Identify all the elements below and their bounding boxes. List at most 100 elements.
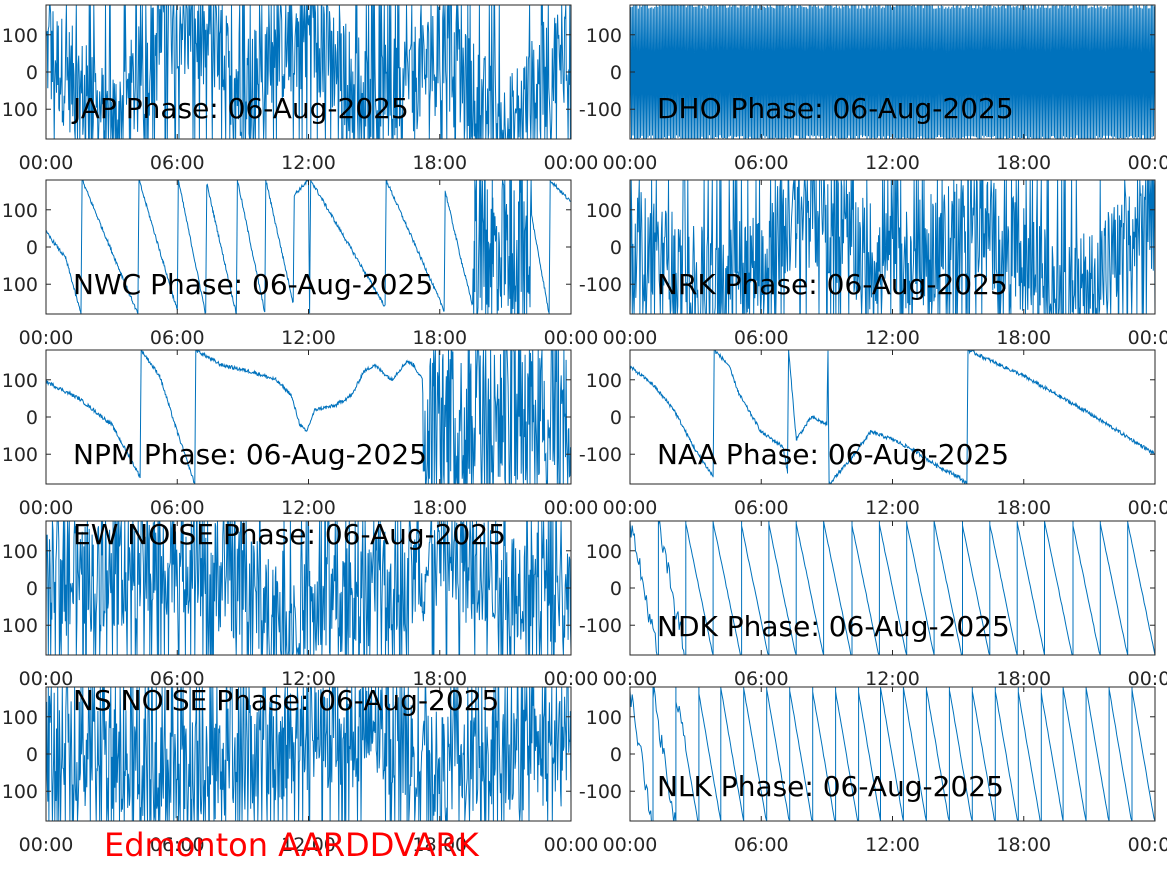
x-tick-label: 18:00 bbox=[996, 152, 1051, 174]
y-tick-label: 0 bbox=[26, 62, 38, 84]
x-tick-label: 00:00 bbox=[544, 152, 599, 174]
y-tick-label: 100 bbox=[2, 615, 38, 637]
x-tick-label: 12:00 bbox=[865, 668, 920, 690]
phase-series bbox=[630, 521, 1155, 655]
x-tick-label: 00:00 bbox=[603, 834, 658, 856]
x-tick-label: 00:00 bbox=[603, 668, 658, 690]
y-tick-label: 100 bbox=[2, 444, 38, 466]
phase-line bbox=[46, 350, 571, 484]
x-tick-label: 18:00 bbox=[412, 668, 467, 690]
x-tick-label: 00:00 bbox=[19, 497, 74, 519]
y-tick-label: -100 bbox=[579, 781, 622, 803]
phase-series bbox=[630, 5, 1155, 139]
y-tick-label: 100 bbox=[2, 274, 38, 296]
x-tick-label: 12:00 bbox=[281, 834, 336, 856]
panel-6: 100 0 100 00:00 06:00 12:00 18:00 00:00 EW NOISE… bbox=[2, 518, 599, 690]
panel-8: 100 0 100 00:00 06:00 12:00 18:00 00:00 NS NOISE… bbox=[2, 684, 599, 856]
panel-title: NDK Phase: 06-Aug-2025 bbox=[657, 610, 1010, 643]
x-tick-label: 06:00 bbox=[734, 668, 789, 690]
y-tick-label: 100 bbox=[586, 707, 622, 729]
x-tick-label: 00:00 bbox=[603, 327, 658, 349]
x-tick-label: 06:00 bbox=[150, 668, 205, 690]
phase-series bbox=[630, 180, 1155, 314]
x-tick-label: 18:00 bbox=[996, 327, 1051, 349]
x-tick-label: 00:00 bbox=[544, 327, 599, 349]
y-tick-label: 100 bbox=[586, 25, 622, 47]
x-tick-label: 00:00 bbox=[19, 668, 74, 690]
y-tick-label: 0 bbox=[26, 578, 38, 600]
panel-title: EW NOISE Phase: 06-Aug-2025 bbox=[73, 518, 506, 551]
panel-0: 100 0 100 00:00 06:00 12:00 18:00 00:00 JAP Phas… bbox=[2, 4, 599, 174]
y-tick-label: 100 bbox=[2, 541, 38, 563]
y-tick-label: 100 bbox=[586, 370, 622, 392]
y-tick-label: 100 bbox=[2, 781, 38, 803]
panel-title: NPM Phase: 06-Aug-2025 bbox=[73, 438, 427, 471]
phase-series bbox=[46, 687, 571, 821]
panel-title: NRK Phase: 06-Aug-2025 bbox=[657, 268, 1008, 301]
panel-title: NAA Phase: 06-Aug-2025 bbox=[657, 438, 1009, 471]
phase-line bbox=[630, 687, 1155, 821]
x-tick-label: 00:00 bbox=[603, 152, 658, 174]
panel-title: NS NOISE Phase: 06-Aug-2025 bbox=[73, 684, 499, 717]
x-tick-label: 00:00 bbox=[1128, 327, 1167, 349]
x-tick-label: 00:00 bbox=[544, 834, 599, 856]
x-tick-label: 18:00 bbox=[996, 668, 1051, 690]
panel-9: 100 0 -100 00:00 06:00 12:00 18:00 00:00 NLK Pha… bbox=[579, 686, 1167, 856]
y-tick-label: 0 bbox=[610, 237, 622, 259]
x-tick-label: 00:00 bbox=[1128, 834, 1167, 856]
x-tick-label: 00:00 bbox=[603, 497, 658, 519]
x-tick-label: 12:00 bbox=[865, 152, 920, 174]
y-tick-label: 0 bbox=[26, 744, 38, 766]
y-tick-label: 0 bbox=[610, 744, 622, 766]
y-tick-label: 0 bbox=[610, 62, 622, 84]
panel-title: JAP Phase: 06-Aug-2025 bbox=[71, 92, 409, 125]
y-tick-label: -100 bbox=[579, 274, 622, 296]
x-tick-label: 18:00 bbox=[996, 497, 1051, 519]
x-tick-label: 00:00 bbox=[19, 327, 74, 349]
phase-line bbox=[46, 687, 571, 821]
y-tick-label: -100 bbox=[579, 99, 622, 121]
x-tick-label: 00:00 bbox=[1128, 668, 1167, 690]
x-tick-label: 18:00 bbox=[412, 834, 467, 856]
x-tick-label: 00:00 bbox=[19, 834, 74, 856]
phase-line bbox=[630, 5, 1155, 139]
panel-title: DHO Phase: 06-Aug-2025 bbox=[657, 92, 1014, 125]
figure-title: Edmonton AARDDVARK bbox=[104, 826, 479, 864]
x-tick-label: 12:00 bbox=[865, 327, 920, 349]
phase-series bbox=[46, 350, 571, 484]
x-tick-label: 12:00 bbox=[281, 327, 336, 349]
x-tick-label: 06:00 bbox=[150, 834, 205, 856]
phase-line bbox=[630, 521, 1155, 655]
y-tick-label: 0 bbox=[26, 237, 38, 259]
y-tick-label: 0 bbox=[610, 407, 622, 429]
x-tick-label: 18:00 bbox=[412, 327, 467, 349]
y-tick-label: -100 bbox=[579, 615, 622, 637]
x-tick-label: 06:00 bbox=[734, 152, 789, 174]
x-tick-label: 12:00 bbox=[865, 497, 920, 519]
x-tick-label: 18:00 bbox=[412, 152, 467, 174]
x-tick-label: 06:00 bbox=[734, 327, 789, 349]
panel-4: 100 0 100 00:00 06:00 12:00 18:00 00:00 NPM Phas… bbox=[2, 349, 598, 519]
y-tick-label: 0 bbox=[26, 407, 38, 429]
phase-line bbox=[46, 5, 571, 139]
x-tick-label: 00:00 bbox=[19, 152, 74, 174]
phase-series bbox=[46, 5, 571, 139]
phase-line bbox=[630, 180, 1155, 314]
x-tick-label: 00:00 bbox=[1128, 152, 1167, 174]
phase-series bbox=[630, 350, 1155, 484]
panel-1: 100 0 -100 00:00 06:00 12:00 18:00 00:00 DHO Pha… bbox=[579, 4, 1167, 174]
x-tick-label: 00:00 bbox=[1128, 497, 1167, 519]
panel-3: 100 0 -100 00:00 06:00 12:00 18:00 00:00 NRK Pha… bbox=[579, 179, 1167, 349]
x-tick-label: 12:00 bbox=[281, 152, 336, 174]
panel-5: 100 0 -100 00:00 06:00 12:00 18:00 00:00 NAA Pha… bbox=[579, 349, 1167, 519]
y-tick-label: 100 bbox=[586, 200, 622, 222]
x-tick-label: 06:00 bbox=[734, 497, 789, 519]
y-tick-label: -100 bbox=[579, 444, 622, 466]
x-tick-label: 12:00 bbox=[865, 834, 920, 856]
y-tick-label: 0 bbox=[610, 578, 622, 600]
phase-series bbox=[46, 521, 571, 655]
x-tick-label: 06:00 bbox=[150, 152, 205, 174]
phase-line bbox=[46, 521, 571, 655]
x-tick-label: 18:00 bbox=[996, 834, 1051, 856]
